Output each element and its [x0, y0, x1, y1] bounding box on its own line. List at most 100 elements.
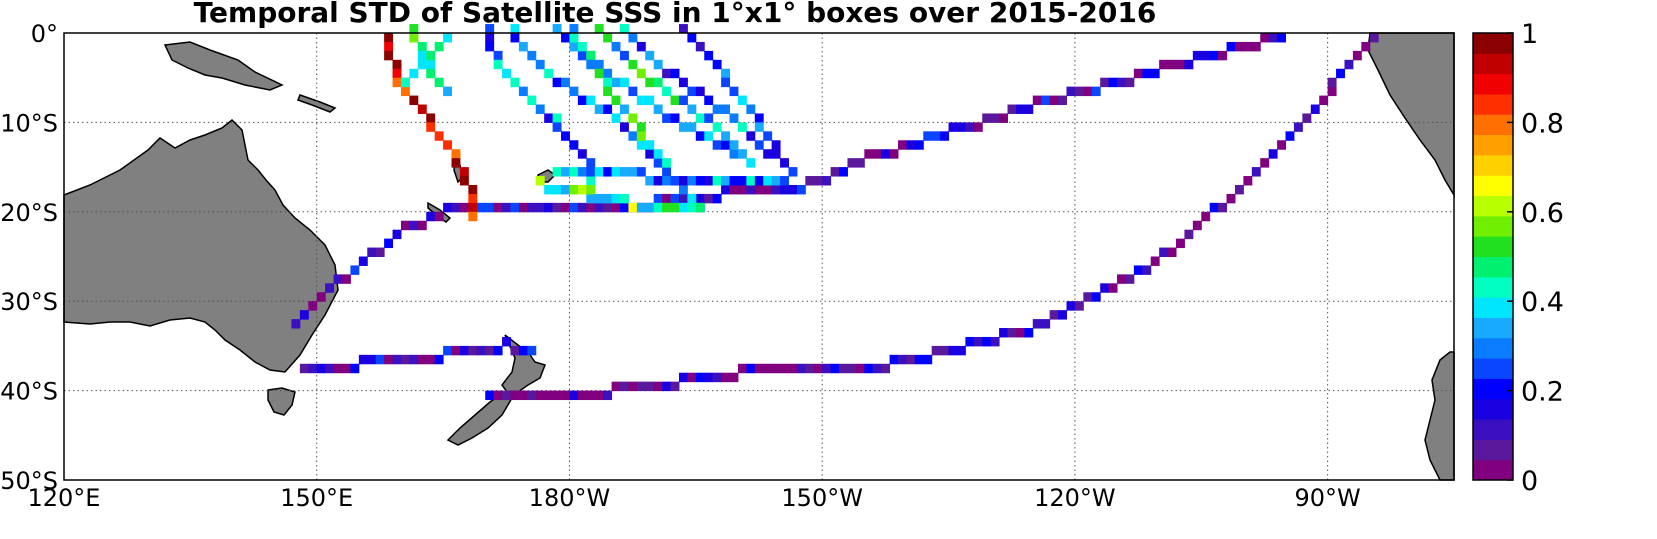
std-cell — [594, 390, 604, 401]
lat-tick-label: 30°S — [0, 288, 58, 316]
std-cell — [956, 122, 966, 132]
std-cell — [662, 193, 672, 204]
std-cell — [695, 86, 705, 97]
std-cell — [628, 381, 638, 392]
std-cell — [350, 363, 360, 374]
std-cell — [746, 131, 756, 141]
colorbar-segment — [1473, 154, 1513, 176]
std-cell — [780, 176, 789, 186]
std-cell — [670, 68, 680, 79]
lon-tick-label: 120°W — [1034, 484, 1116, 512]
std-cell — [510, 390, 520, 401]
std-cell — [678, 122, 688, 132]
std-cell — [763, 363, 773, 374]
std-cell — [670, 202, 680, 213]
std-cell — [485, 202, 495, 213]
std-cell — [342, 274, 351, 284]
std-cell — [502, 390, 511, 401]
std-cell — [299, 363, 309, 374]
std-cell — [914, 354, 924, 365]
std-cell — [308, 363, 318, 374]
std-cell — [1159, 247, 1169, 257]
std-cell — [645, 77, 655, 88]
std-cell — [308, 301, 318, 311]
std-cell — [426, 122, 436, 132]
std-cell — [695, 202, 705, 213]
std-cell — [687, 104, 697, 114]
std-cell — [737, 95, 747, 106]
std-cell — [704, 113, 714, 123]
std-cell — [417, 354, 427, 365]
std-cell — [704, 193, 714, 204]
std-cell — [662, 176, 672, 186]
std-cell — [1361, 41, 1371, 52]
std-cell — [965, 336, 975, 347]
std-cell — [586, 158, 596, 168]
std-cell — [780, 158, 789, 168]
std-cell — [291, 319, 301, 329]
std-cell — [746, 176, 756, 186]
std-cell — [1007, 328, 1017, 338]
std-cell — [695, 176, 705, 186]
std-cell — [813, 176, 823, 186]
std-cell — [603, 193, 613, 204]
std-cell — [1074, 301, 1084, 311]
std-cell — [603, 77, 613, 88]
std-cell — [678, 24, 688, 34]
std-cell — [788, 167, 798, 177]
std-cell — [510, 33, 520, 43]
std-cell — [780, 363, 789, 374]
std-cell — [914, 140, 924, 150]
std-cell — [426, 68, 436, 79]
std-cell — [636, 202, 646, 213]
std-cell — [620, 24, 629, 34]
std-cell — [502, 68, 511, 79]
colorbar-segment — [1473, 114, 1513, 136]
std-cell — [906, 140, 916, 150]
std-cell — [426, 354, 436, 365]
std-cell — [527, 345, 537, 356]
std-cell — [485, 33, 495, 43]
colorbar-tick-label: 1 — [1521, 19, 1538, 50]
std-cell — [493, 390, 503, 401]
std-cell — [611, 193, 621, 204]
std-cell — [620, 104, 629, 114]
std-cell — [586, 50, 596, 61]
std-cell — [544, 113, 554, 123]
std-cell — [518, 345, 528, 356]
std-cell — [628, 86, 638, 97]
std-cell — [1184, 59, 1194, 70]
std-cell — [569, 390, 579, 401]
std-cell — [426, 50, 436, 61]
std-cell — [400, 77, 410, 88]
std-cell — [687, 122, 697, 132]
std-cell — [678, 193, 688, 204]
std-cell — [586, 95, 596, 106]
std-cell — [721, 176, 731, 186]
std-cell — [704, 95, 714, 106]
std-cell — [704, 372, 714, 383]
std-cell — [636, 381, 646, 392]
std-cell — [1159, 59, 1169, 70]
std-cell — [940, 131, 950, 141]
std-cell — [662, 158, 672, 168]
std-cell — [586, 59, 596, 70]
colorbar-segment — [1473, 297, 1513, 318]
std-cell — [1041, 95, 1051, 106]
std-cell — [561, 202, 570, 213]
std-cell — [384, 33, 394, 43]
std-cell — [923, 354, 933, 365]
colorbar-segment — [1473, 236, 1513, 257]
std-cell — [493, 59, 503, 70]
lat-tick-label: 40°S — [0, 378, 58, 406]
std-cell — [1058, 95, 1067, 106]
std-cell — [1327, 77, 1337, 88]
colorbar-segment — [1473, 439, 1513, 461]
std-cell — [417, 220, 427, 231]
std-cell — [653, 158, 663, 168]
std-cell — [628, 113, 638, 123]
std-cell — [1133, 265, 1143, 275]
std-cell — [881, 363, 891, 374]
std-cell — [1184, 229, 1194, 240]
